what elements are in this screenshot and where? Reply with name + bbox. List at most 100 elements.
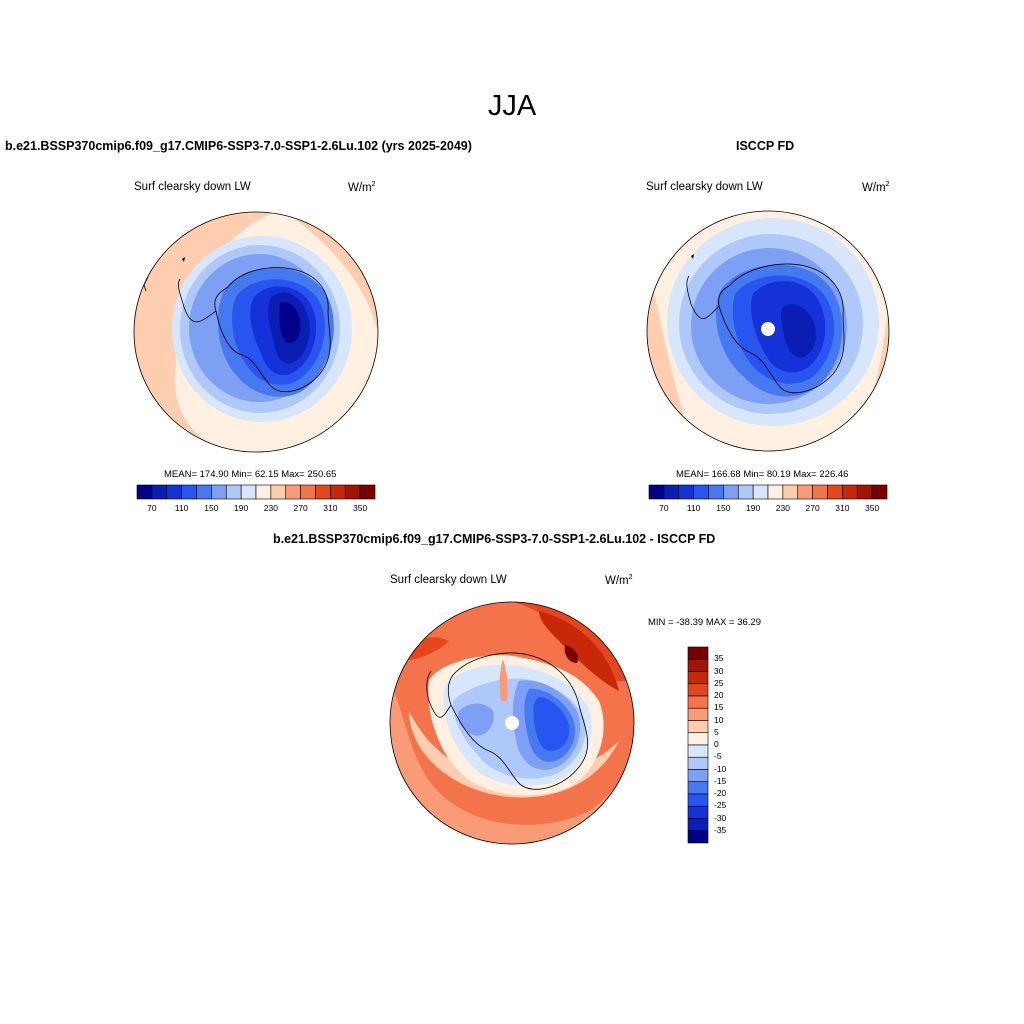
- diff-colorbar-tick-label: 15: [714, 702, 724, 713]
- obs-case-title: ISCCP FD: [736, 139, 795, 153]
- model-colorbar-tick-label: 270: [293, 503, 308, 513]
- obs-colorbar-tick-label: 270: [805, 503, 820, 513]
- diff-colorbar-tick-label: 25: [714, 677, 724, 688]
- model-colorbar-ticks: 70 110 150 190 230 270 310 350: [137, 503, 375, 515]
- diff-colorbar-box: [687, 805, 709, 819]
- diff-colorbar: [687, 646, 709, 844]
- obs-colorbar-box: [797, 484, 813, 500]
- diff-colorbar-tick-label: -35: [714, 824, 727, 835]
- obs-colorbar-box: [693, 484, 709, 500]
- model-colorbar-box: [270, 484, 287, 500]
- model-colorbar-tick-label: 310: [323, 503, 338, 513]
- model-colorbar-box: [181, 484, 197, 500]
- obs-colorbar-box: [648, 484, 665, 500]
- diff-polar-map: [389, 601, 635, 845]
- model-colorbar-tick-label: 70: [147, 503, 157, 513]
- diff-case-title: b.e21.BSSP370cmip6.f09_g17.CMIP6-SSP3-7.…: [273, 532, 716, 546]
- diff-colorbar-box: [687, 781, 709, 795]
- diff-colorbar-box: [687, 671, 709, 685]
- model-colorbar-tick-label: 190: [234, 503, 249, 513]
- diff-colorbar-box: [687, 793, 709, 807]
- model-variable-label: Surf clearsky down LW: [134, 181, 251, 193]
- obs-colorbar-ticks: 70 110 150 190 230 270 310 350: [649, 503, 887, 515]
- model-colorbar-box: [136, 484, 153, 500]
- model-colorbar: [136, 484, 376, 500]
- diff-colorbar-tick-label: 0: [714, 739, 719, 749]
- obs-colorbar-box: [767, 484, 784, 500]
- model-units-label: W/m2: [348, 181, 376, 194]
- diff-stats: MIN = -38.39 MAX = 36.29: [648, 617, 762, 628]
- obs-colorbar-box: [871, 484, 888, 500]
- model-colorbar-box: [344, 484, 361, 500]
- diff-variable-label: Surf clearsky down LW: [390, 574, 507, 586]
- model-colorbar-box: [166, 484, 182, 500]
- obs-colorbar-box: [678, 484, 694, 500]
- diff-colorbar-tick-label: -15: [714, 775, 727, 786]
- diff-colorbar-box: [687, 646, 709, 660]
- diff-colorbar-box: [687, 732, 709, 746]
- diff-colorbar-box: [687, 769, 709, 783]
- diff-colorbar-tick-label: -20: [714, 788, 727, 798]
- model-colorbar-box: [196, 484, 212, 500]
- obs-colorbar-box: [708, 484, 724, 500]
- obs-colorbar-tick-label: 350: [865, 503, 880, 513]
- model-polar-map: [133, 211, 379, 453]
- obs-colorbar-tick-label: 190: [746, 503, 761, 513]
- diff-colorbar-tick-label: -30: [714, 812, 727, 823]
- obs-colorbar-box: [663, 484, 680, 500]
- diff-colorbar-box: [687, 818, 709, 832]
- obs-colorbar-box: [842, 484, 858, 500]
- obs-colorbar-box: [752, 484, 769, 500]
- obs-colorbar-box: [782, 484, 799, 500]
- diff-units-label: W/m2: [605, 574, 633, 587]
- obs-units-label: W/m2: [862, 181, 890, 194]
- obs-colorbar-box: [827, 484, 843, 500]
- diff-colorbar-tick-label: -25: [714, 800, 727, 811]
- diff-colorbar-tick-label: 5: [714, 726, 719, 737]
- obs-colorbar-box: [737, 484, 754, 500]
- diff-colorbar-box: [687, 658, 709, 672]
- diff-colorbar-box: [687, 707, 709, 721]
- model-colorbar-box: [225, 484, 242, 500]
- model-colorbar-tick-label: 110: [174, 503, 189, 513]
- obs-stats: MEAN= 166.68 Min= 80.19 Max= 226.46: [676, 469, 849, 480]
- diff-colorbar-tick-label: -5: [714, 751, 722, 762]
- obs-colorbar: [648, 484, 888, 500]
- model-colorbar-tick-label: 350: [353, 503, 368, 513]
- diff-colorbar-box: [687, 720, 709, 734]
- diff-colorbar-tick-label: 30: [714, 665, 724, 676]
- model-colorbar-box: [285, 484, 301, 500]
- diff-colorbar-tick-label: 20: [714, 690, 724, 700]
- diff-colorbar-box: [687, 683, 709, 697]
- model-colorbar-tick-label: 230: [263, 503, 278, 513]
- model-colorbar-box: [315, 484, 331, 500]
- diff-colorbar-tick-label: -10: [714, 763, 727, 774]
- obs-colorbar-tick-label: 110: [686, 503, 701, 513]
- diff-colorbar-tick-label: 35: [714, 653, 724, 664]
- obs-colorbar-tick-label: 70: [659, 503, 669, 513]
- diff-colorbar-ticks: 35 30 25 20 15 10 5 0 -5 -10 -15 -20 -25 -30 -35: [714, 647, 754, 843]
- model-colorbar-box: [255, 484, 272, 500]
- obs-polar-map: [646, 210, 890, 452]
- model-case-title: b.e21.BSSP370cmip6.f09_g17.CMIP6-SSP3-7.…: [5, 139, 472, 153]
- diff-colorbar-box: [687, 744, 709, 758]
- obs-colorbar-tick-label: 310: [835, 503, 850, 513]
- obs-colorbar-tick-label: 150: [716, 503, 731, 513]
- obs-colorbar-tick-label: 230: [775, 503, 790, 513]
- model-colorbar-box: [300, 484, 316, 500]
- obs-colorbar-box: [723, 484, 739, 500]
- obs-variable-label: Surf clearsky down LW: [646, 181, 763, 193]
- model-colorbar-box: [330, 484, 346, 500]
- diff-colorbar-box: [687, 756, 709, 770]
- model-colorbar-box: [359, 484, 376, 500]
- obs-colorbar-box: [812, 484, 828, 500]
- diff-colorbar-box: [687, 830, 709, 844]
- diff-colorbar-box: [687, 695, 709, 709]
- model-colorbar-tick-label: 150: [204, 503, 219, 513]
- model-stats: MEAN= 174.90 Min= 62.15 Max= 250.65: [164, 469, 337, 480]
- diff-colorbar-tick-label: 10: [714, 714, 724, 725]
- obs-colorbar-box: [856, 484, 873, 500]
- model-colorbar-box: [211, 484, 227, 500]
- figure-title: JJA: [487, 90, 537, 122]
- model-colorbar-box: [240, 484, 257, 500]
